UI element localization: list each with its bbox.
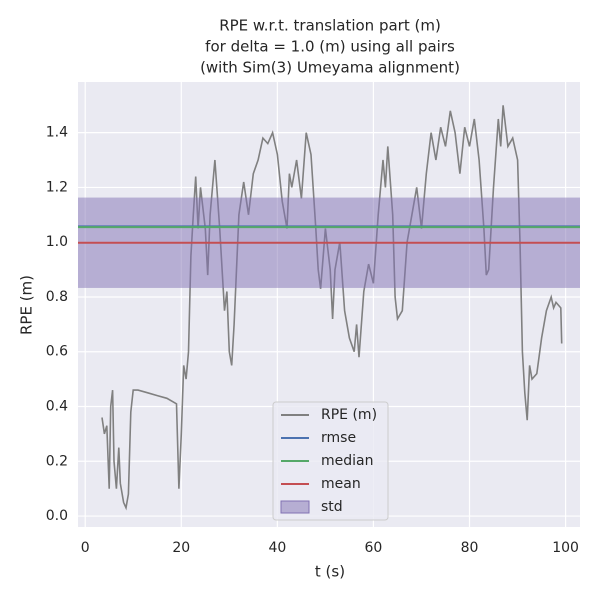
x-tick-label: 60: [365, 540, 383, 556]
y-tick-label: 1.0: [46, 234, 68, 250]
x-tick-label: 80: [461, 540, 479, 556]
legend-label: mean: [321, 476, 361, 492]
y-tick-label: 0.2: [46, 453, 68, 469]
y-tick-label: 1.4: [46, 125, 68, 141]
legend-label: RPE (m): [321, 407, 377, 423]
legend: RPE (m) rmse median mean std: [272, 401, 389, 521]
y-tick-label: 0.6: [46, 344, 68, 360]
plot: [78, 105, 580, 511]
x-tick-label: 20: [172, 540, 190, 556]
x-axis-label: t (s): [315, 563, 345, 581]
y-tick-label: 0.8: [46, 289, 68, 305]
x-tick-label: 100: [552, 540, 579, 556]
y-tick-label: 0.4: [46, 399, 68, 415]
legend-label: median: [321, 453, 373, 469]
y-axis-label: RPE (m): [18, 275, 36, 335]
legend-swatch: [280, 500, 310, 514]
x-tick-label: 40: [268, 540, 286, 556]
legend-label: std: [321, 499, 343, 515]
y-tick-label: 0.0: [46, 508, 68, 524]
legend-box: [272, 401, 389, 521]
y-tick-label: 1.2: [46, 179, 68, 195]
legend-label: rmse: [321, 430, 356, 446]
x-tick-label: 0: [81, 540, 90, 556]
chart-title: for delta = 1.0 (m) using all pairs: [205, 38, 455, 56]
chart-title: RPE w.r.t. translation part (m): [219, 17, 441, 35]
chart-title: (with Sim(3) Umeyama alignment): [200, 59, 460, 77]
